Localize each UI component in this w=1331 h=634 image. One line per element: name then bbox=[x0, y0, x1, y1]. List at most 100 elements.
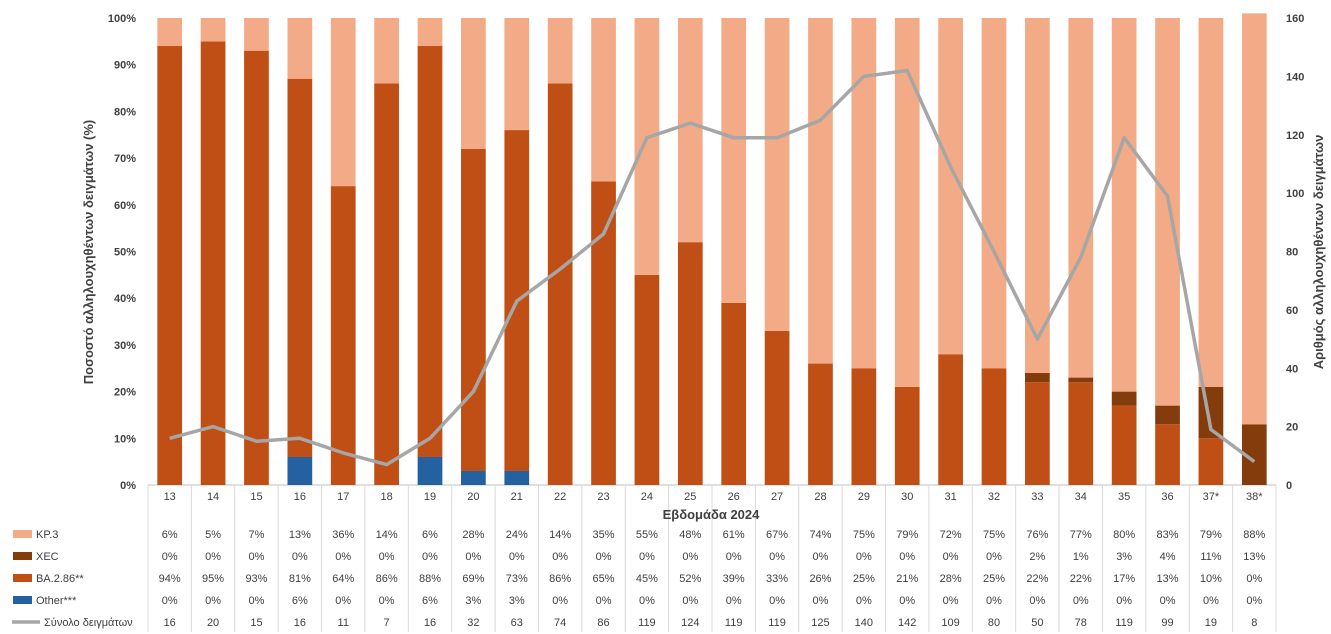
table-cell: 55% bbox=[636, 529, 658, 541]
table-cell: 14% bbox=[376, 529, 398, 541]
bar-segment bbox=[938, 354, 963, 485]
x-tick-label: 28 bbox=[814, 491, 826, 503]
table-cell: 13% bbox=[1243, 551, 1265, 563]
table-cell: 0% bbox=[813, 551, 829, 563]
table-cell: 142 bbox=[898, 617, 916, 629]
x-tick-label: 25 bbox=[684, 491, 696, 503]
table-cell: 8 bbox=[1251, 617, 1257, 629]
bar-segment bbox=[200, 18, 226, 42]
table-cell: 72% bbox=[940, 529, 962, 541]
bar-segment bbox=[330, 18, 356, 187]
table-cell: 33% bbox=[766, 573, 788, 585]
bar-segment bbox=[1068, 18, 1094, 378]
x-tick-label: 36 bbox=[1161, 491, 1173, 503]
bar-segment bbox=[591, 18, 616, 182]
y-tick-label: 20% bbox=[114, 387, 136, 399]
table-cell: 3% bbox=[465, 595, 481, 607]
table-cell: 0% bbox=[552, 595, 568, 607]
table-cell: 0% bbox=[639, 551, 655, 563]
table-cell: 86% bbox=[376, 573, 398, 585]
bar-segment bbox=[894, 386, 920, 485]
table-cell: 0% bbox=[162, 595, 178, 607]
table-cell: 75% bbox=[853, 529, 875, 541]
table-cell: 0% bbox=[509, 551, 525, 563]
bar-segment bbox=[417, 18, 443, 47]
table-cell: 0% bbox=[552, 551, 568, 563]
table-cell: 78 bbox=[1075, 617, 1087, 629]
table-cell: 0% bbox=[335, 595, 351, 607]
table-cell: 4% bbox=[1160, 551, 1176, 563]
table-cell: 0% bbox=[726, 551, 742, 563]
bar-segment bbox=[764, 18, 790, 331]
table-cell: 0% bbox=[943, 595, 959, 607]
y-tick-label: 90% bbox=[114, 60, 136, 72]
bar-segment bbox=[981, 18, 1007, 369]
table-cell: 0% bbox=[769, 595, 785, 607]
table-cell: 80 bbox=[988, 617, 1000, 629]
bar-segment bbox=[1155, 405, 1180, 425]
x-tick-label: 26 bbox=[728, 491, 740, 503]
table-cell: 0% bbox=[379, 595, 395, 607]
table-cell: 0% bbox=[205, 551, 221, 563]
bar-segment bbox=[894, 18, 920, 387]
table-cell: 61% bbox=[723, 529, 745, 541]
bar-segment bbox=[721, 302, 747, 485]
table-cell: 0% bbox=[596, 595, 612, 607]
table-cell: 25% bbox=[983, 573, 1005, 585]
table-cell: 64% bbox=[332, 573, 354, 585]
table-cell: 83% bbox=[1157, 529, 1179, 541]
bar-segment bbox=[808, 363, 833, 485]
table-cell: 7 bbox=[384, 617, 390, 629]
table-cell: 52% bbox=[679, 573, 701, 585]
table-cell: 0% bbox=[899, 595, 915, 607]
table-cell: 74 bbox=[554, 617, 566, 629]
y-tick-label: 40% bbox=[114, 293, 136, 305]
x-axis-title: Εβδομάδα 2024 bbox=[663, 507, 761, 522]
x-tick-label: 15 bbox=[250, 491, 262, 503]
y2-tick-label: 0 bbox=[1286, 480, 1292, 492]
table-cell: 45% bbox=[636, 573, 658, 585]
bar-segment bbox=[1025, 18, 1050, 373]
table-cell: 119 bbox=[638, 617, 656, 629]
table-cell: 140 bbox=[855, 617, 873, 629]
table-cell: 94% bbox=[159, 573, 181, 585]
table-cell: 0% bbox=[1203, 595, 1219, 607]
x-tick-label: 13 bbox=[164, 491, 176, 503]
bar-segment bbox=[1111, 391, 1137, 406]
data-table: KP.3 6% 5% 7% 13% 36% 14% 6% 28% 24% 14% 35% 55% 48% 6… bbox=[12, 529, 1266, 629]
bar-segment bbox=[157, 46, 183, 486]
bar-segment bbox=[157, 18, 183, 47]
table-cell: 109 bbox=[941, 617, 959, 629]
table-cell: 3% bbox=[509, 595, 525, 607]
table-cell: 81% bbox=[289, 573, 311, 585]
x-tick-label: 30 bbox=[901, 491, 913, 503]
table-cell: 0% bbox=[1246, 573, 1262, 585]
bar-segment bbox=[851, 368, 877, 485]
table-cell: 99 bbox=[1161, 617, 1173, 629]
table-cell: 65% bbox=[593, 573, 615, 585]
plot-area bbox=[147, 484, 1277, 632]
legend-swatch bbox=[13, 552, 32, 560]
table-cell: 25% bbox=[853, 573, 875, 585]
bar-segment bbox=[1068, 377, 1094, 383]
table-cell: 35% bbox=[593, 529, 615, 541]
table-cell: 11 bbox=[338, 617, 349, 629]
line-path bbox=[169, 68, 1256, 467]
table-cell: 0% bbox=[596, 551, 612, 563]
bar-segment bbox=[1025, 382, 1050, 485]
table-cell: 19 bbox=[1205, 617, 1217, 629]
y2-tick-label: 140 bbox=[1286, 71, 1304, 83]
bars bbox=[157, 13, 1267, 486]
bar-segment bbox=[851, 18, 877, 369]
bar-segment bbox=[200, 41, 226, 485]
y2-tick-label: 120 bbox=[1286, 130, 1304, 142]
table-cell: 0% bbox=[986, 595, 1002, 607]
legend-label: KP.3 bbox=[36, 529, 58, 541]
bar-segment bbox=[677, 242, 703, 485]
table-cell: 0% bbox=[422, 551, 438, 563]
table-cell: 3% bbox=[1116, 551, 1132, 563]
table-cell: 73% bbox=[506, 573, 528, 585]
bar-segment bbox=[287, 18, 313, 79]
table-cell: 0% bbox=[292, 551, 308, 563]
legend-swatch bbox=[13, 574, 32, 582]
